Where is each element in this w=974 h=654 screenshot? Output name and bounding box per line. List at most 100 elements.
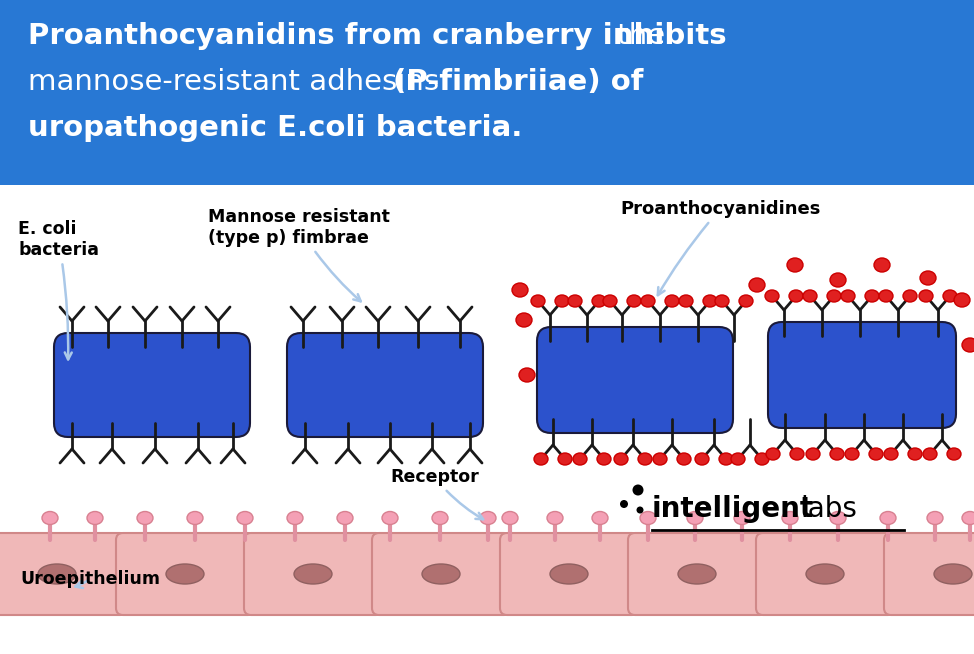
Ellipse shape	[919, 290, 933, 302]
FancyBboxPatch shape	[287, 333, 483, 437]
Ellipse shape	[695, 453, 709, 465]
Ellipse shape	[884, 448, 898, 460]
Ellipse shape	[719, 453, 733, 465]
Ellipse shape	[480, 511, 496, 525]
Ellipse shape	[534, 453, 548, 465]
Ellipse shape	[636, 506, 644, 513]
Ellipse shape	[547, 511, 563, 525]
Ellipse shape	[841, 290, 855, 302]
Ellipse shape	[597, 453, 611, 465]
Ellipse shape	[731, 453, 745, 465]
Ellipse shape	[954, 293, 970, 307]
Ellipse shape	[755, 453, 769, 465]
Ellipse shape	[739, 295, 753, 307]
Ellipse shape	[603, 295, 617, 307]
Ellipse shape	[665, 295, 679, 307]
FancyBboxPatch shape	[372, 533, 511, 615]
Ellipse shape	[880, 511, 896, 525]
Ellipse shape	[502, 511, 518, 525]
Ellipse shape	[555, 295, 569, 307]
Ellipse shape	[42, 511, 58, 525]
FancyBboxPatch shape	[244, 533, 383, 615]
Ellipse shape	[962, 338, 974, 352]
Ellipse shape	[592, 511, 608, 525]
Ellipse shape	[962, 511, 974, 525]
Ellipse shape	[703, 295, 717, 307]
Ellipse shape	[806, 448, 820, 460]
Text: mannose-resistant adhesins: mannose-resistant adhesins	[28, 68, 448, 96]
Ellipse shape	[614, 453, 628, 465]
Ellipse shape	[865, 290, 879, 302]
Ellipse shape	[903, 290, 917, 302]
Text: intelligent: intelligent	[652, 495, 814, 523]
Ellipse shape	[765, 290, 779, 302]
Ellipse shape	[294, 564, 332, 584]
Text: uropathogenic E.coli bacteria.: uropathogenic E.coli bacteria.	[28, 114, 522, 142]
Ellipse shape	[766, 448, 780, 460]
Text: Proanthocyanidines: Proanthocyanidines	[620, 200, 820, 295]
Text: labs: labs	[800, 495, 857, 523]
FancyBboxPatch shape	[537, 327, 733, 433]
Ellipse shape	[432, 511, 448, 525]
Ellipse shape	[908, 448, 922, 460]
Text: Uroepithelium: Uroepithelium	[20, 570, 160, 588]
Ellipse shape	[638, 453, 652, 465]
Ellipse shape	[869, 448, 883, 460]
Ellipse shape	[620, 500, 628, 508]
Ellipse shape	[382, 511, 398, 525]
Ellipse shape	[512, 283, 528, 297]
Ellipse shape	[568, 295, 582, 307]
Ellipse shape	[947, 448, 961, 460]
Ellipse shape	[653, 453, 667, 465]
Ellipse shape	[237, 511, 253, 525]
Ellipse shape	[790, 448, 804, 460]
Ellipse shape	[641, 295, 655, 307]
Ellipse shape	[879, 290, 893, 302]
Ellipse shape	[827, 290, 841, 302]
FancyBboxPatch shape	[0, 533, 127, 615]
Ellipse shape	[38, 564, 76, 584]
Ellipse shape	[943, 290, 957, 302]
FancyBboxPatch shape	[756, 533, 895, 615]
Ellipse shape	[687, 511, 703, 525]
Ellipse shape	[734, 511, 750, 525]
Ellipse shape	[337, 511, 353, 525]
Ellipse shape	[789, 290, 803, 302]
Ellipse shape	[934, 564, 972, 584]
FancyBboxPatch shape	[116, 533, 255, 615]
Ellipse shape	[592, 295, 606, 307]
Bar	[0, 0, 974, 185]
Ellipse shape	[422, 564, 460, 584]
Text: the: the	[608, 22, 665, 50]
Ellipse shape	[715, 295, 729, 307]
Ellipse shape	[531, 295, 545, 307]
Ellipse shape	[87, 511, 103, 525]
Ellipse shape	[830, 448, 844, 460]
Ellipse shape	[787, 258, 803, 272]
FancyBboxPatch shape	[628, 533, 767, 615]
Ellipse shape	[640, 511, 656, 525]
Ellipse shape	[923, 448, 937, 460]
Ellipse shape	[874, 258, 890, 272]
Ellipse shape	[550, 564, 588, 584]
Ellipse shape	[516, 313, 532, 327]
Ellipse shape	[806, 564, 844, 584]
Ellipse shape	[519, 368, 535, 382]
Ellipse shape	[920, 271, 936, 285]
Ellipse shape	[845, 448, 859, 460]
Ellipse shape	[166, 564, 204, 584]
Ellipse shape	[830, 273, 846, 287]
FancyBboxPatch shape	[884, 533, 974, 615]
Ellipse shape	[782, 511, 798, 525]
Ellipse shape	[749, 278, 765, 292]
Ellipse shape	[677, 453, 691, 465]
Text: (P-fimbriiae) of: (P-fimbriiae) of	[393, 68, 644, 96]
Ellipse shape	[830, 511, 846, 525]
Text: Receptor: Receptor	[390, 468, 483, 519]
FancyBboxPatch shape	[500, 533, 639, 615]
FancyBboxPatch shape	[768, 322, 956, 428]
Ellipse shape	[137, 511, 153, 525]
Ellipse shape	[632, 485, 644, 496]
Ellipse shape	[287, 511, 303, 525]
Ellipse shape	[573, 453, 587, 465]
